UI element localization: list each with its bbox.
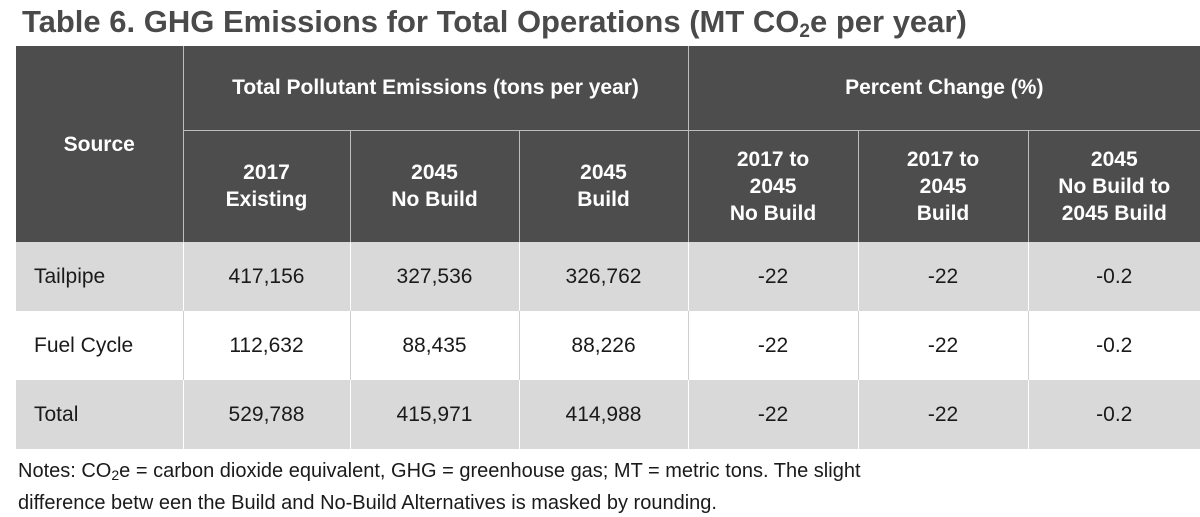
notes-line-2: difference betw een the Build and No-Bui… [18, 492, 717, 514]
cell-value: 112,632 [182, 311, 350, 380]
header-row-group: Source Total Pollutant Emissions (tons p… [16, 46, 1200, 242]
table-row-fuel-cycle: Fuel Cycle 112,632 88,435 88,226 -22 -22… [16, 311, 1200, 380]
percent-group-header: Percent Change (%) [687, 46, 1200, 131]
cell-value: 327,536 [349, 242, 519, 311]
cell-value: 417,156 [182, 242, 350, 311]
row-source: Tailpipe [16, 242, 183, 311]
cell-value: 415,971 [349, 380, 519, 449]
col-header-pct-no-build-to-build: 2045 No Build to 2045 Build [1027, 130, 1200, 242]
row-source: Total [16, 380, 183, 449]
cell-value: 414,988 [518, 380, 689, 449]
source-header: Source [16, 46, 184, 242]
ghg-emissions-table: Source Total Pollutant Emissions (tons p… [16, 46, 1200, 449]
cell-value: 529,788 [182, 380, 350, 449]
col-header-pct-2017-2045-build: 2017 to 2045 Build [857, 130, 1029, 242]
cell-value: -0.2 [1027, 242, 1200, 311]
cell-value: -22 [687, 242, 859, 311]
cell-value: -0.2 [1027, 311, 1200, 380]
title-text-suffix: e per year) [809, 4, 967, 39]
header-row-columns: 2017 Existing 2045 No Build 2045 Build 2017… [16, 130, 1200, 242]
col-header-2045-build: 2045 Build [518, 130, 689, 242]
cell-value: -22 [687, 380, 859, 449]
table-title: Table 6. GHG Emissions for Total Operati… [22, 4, 967, 43]
notes-line-1: Notes: CO2e = carbon dioxide equivalent,… [18, 460, 861, 483]
table-row-total: Total 529,788 415,971 414,988 -22 -22 -0… [16, 380, 1200, 449]
cell-value: 88,435 [349, 311, 519, 380]
table-notes: Notes: CO2e = carbon dioxide equivalent,… [18, 457, 1188, 517]
cell-value: -22 [857, 242, 1029, 311]
cell-value: 326,762 [518, 242, 689, 311]
cell-value: -22 [687, 311, 859, 380]
col-header-pct-2017-2045-no-build: 2017 to 2045 No Build [687, 130, 859, 242]
title-text: Table 6. GHG Emissions for Total Operati… [22, 4, 800, 39]
col-header-2045-no-build: 2045 No Build [349, 130, 519, 242]
cell-value: -22 [857, 311, 1029, 380]
cell-value: 88,226 [518, 311, 689, 380]
col-header-2017-existing: 2017 Existing [183, 130, 350, 242]
cell-value: -22 [857, 380, 1029, 449]
row-source: Fuel Cycle [34, 333, 134, 357]
title-subscript: 2 [799, 21, 810, 42]
table-row-tailpipe: Tailpipe 417,156 327,536 326,762 -22 -22… [16, 242, 1200, 311]
cell-value: -0.2 [1027, 380, 1200, 449]
emissions-group-header: Total Pollutant Emissions (tons per year… [183, 46, 689, 131]
